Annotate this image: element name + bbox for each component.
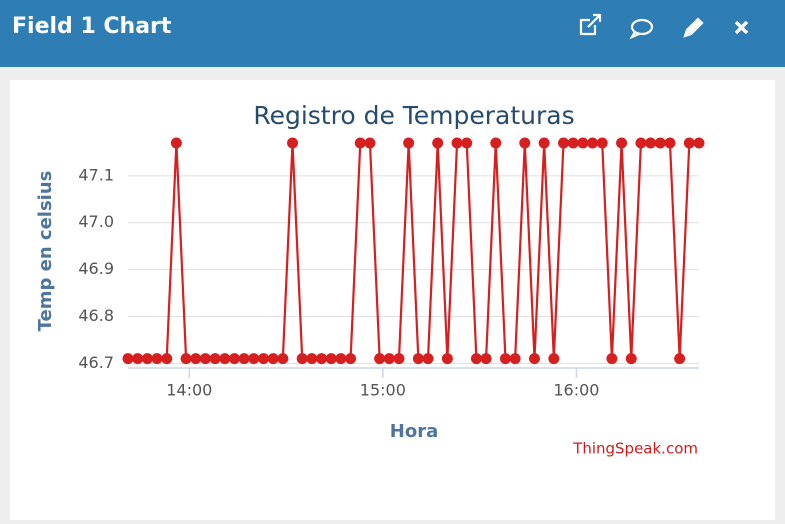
- x-tick-label: 16:00: [553, 381, 599, 400]
- data-point: [345, 353, 357, 365]
- data-point: [287, 137, 299, 149]
- data-point: [190, 353, 202, 365]
- x-axis-label: Hora: [390, 421, 438, 442]
- data-point: [316, 353, 328, 365]
- chart-title: Registro de Temperaturas: [253, 101, 574, 130]
- data-point: [616, 137, 628, 149]
- data-point: [325, 353, 337, 365]
- data-point: [219, 353, 231, 365]
- y-tick-label: 46.7: [78, 353, 114, 372]
- data-point: [480, 353, 492, 365]
- data-point: [519, 137, 531, 149]
- data-point: [296, 353, 308, 365]
- y-axis-label: Temp en celsius: [35, 171, 56, 332]
- data-point: [364, 137, 376, 149]
- data-point: [335, 353, 347, 365]
- chart-card: [10, 80, 775, 520]
- data-point: [422, 353, 434, 365]
- data-point: [596, 137, 608, 149]
- data-point: [558, 137, 570, 149]
- data-point: [141, 353, 153, 365]
- data-point: [374, 353, 386, 365]
- data-point: [248, 353, 260, 365]
- edit-icon[interactable]: [683, 17, 704, 38]
- data-point: [228, 353, 240, 365]
- data-point: [587, 137, 599, 149]
- data-point: [441, 353, 453, 365]
- data-point: [577, 137, 589, 149]
- y-tick-label: 47.0: [78, 212, 114, 231]
- x-tick-label: 15:00: [360, 381, 406, 400]
- data-point: [354, 137, 366, 149]
- y-tick-label: 47.1: [78, 165, 114, 184]
- data-point: [606, 353, 618, 365]
- y-tick-label: 46.8: [78, 306, 114, 325]
- data-point: [238, 353, 250, 365]
- data-point: [674, 353, 686, 365]
- data-point: [383, 353, 395, 365]
- data-point: [122, 353, 134, 365]
- data-point: [306, 353, 318, 365]
- data-point: [683, 137, 695, 149]
- data-point: [161, 353, 173, 365]
- data-point: [151, 353, 163, 365]
- open-icon[interactable]: [579, 13, 602, 36]
- data-point: [461, 137, 473, 149]
- data-point: [170, 137, 182, 149]
- data-point: [277, 353, 289, 365]
- x-tick-label: 14:00: [166, 381, 212, 400]
- data-point: [693, 137, 705, 149]
- data-point: [180, 353, 192, 365]
- credit: ThingSpeak.com: [572, 440, 698, 458]
- data-point: [470, 353, 482, 365]
- data-point: [548, 353, 560, 365]
- data-point: [538, 137, 550, 149]
- data-point: [635, 137, 647, 149]
- header-icons: [579, 13, 749, 40]
- close-icon[interactable]: [734, 20, 749, 35]
- data-point: [490, 137, 502, 149]
- data-point: [432, 137, 444, 149]
- data-point: [664, 137, 676, 149]
- data-point: [451, 137, 463, 149]
- data-point: [393, 353, 405, 365]
- data-point: [209, 353, 221, 365]
- y-tick-label: 46.9: [78, 259, 114, 278]
- data-point: [412, 353, 424, 365]
- data-point: [528, 353, 540, 365]
- header-bar: [0, 0, 785, 67]
- data-point: [257, 353, 269, 365]
- data-point: [567, 137, 579, 149]
- data-point: [654, 137, 666, 149]
- data-point: [403, 137, 415, 149]
- data-point: [625, 353, 637, 365]
- comment-icon[interactable]: [629, 18, 654, 40]
- data-point: [499, 353, 511, 365]
- data-point: [267, 353, 279, 365]
- header-title: Field 1 Chart: [12, 14, 172, 39]
- data-point: [645, 137, 657, 149]
- data-point: [509, 353, 521, 365]
- data-point: [132, 353, 144, 365]
- data-point: [199, 353, 211, 365]
